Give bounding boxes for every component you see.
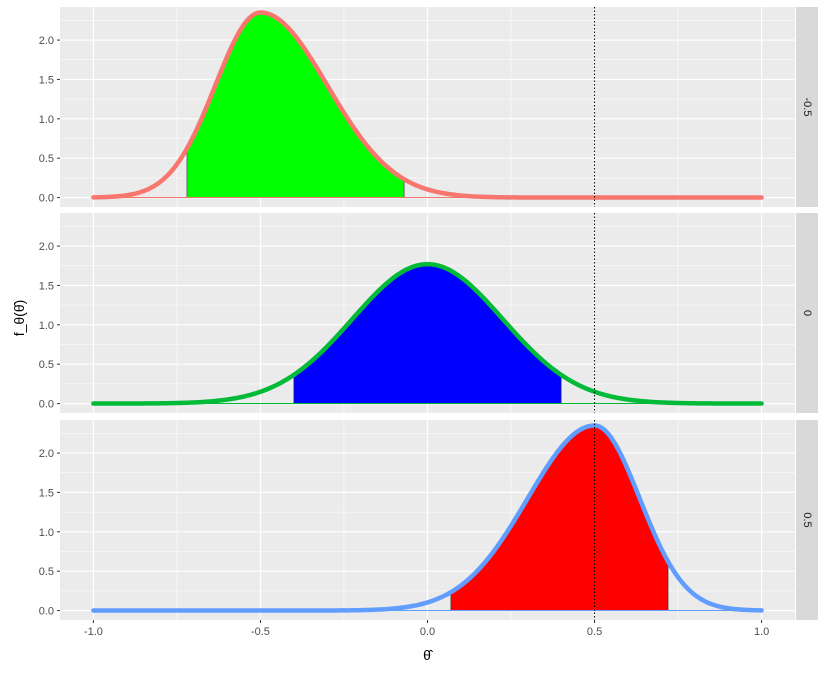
- x-tick-label: -0.5: [251, 626, 270, 638]
- x-tick-label: -1.0: [84, 626, 103, 638]
- density-curve: [91, 10, 764, 200]
- y-tick-label: 1.0: [39, 114, 54, 126]
- y-tick-label: 2.0: [39, 35, 54, 47]
- facet-strip-label: 0: [801, 310, 813, 316]
- facet-strip: [796, 420, 818, 620]
- facet-panel: 0.0 0.5 1.0 1.5 2.0 0: [39, 213, 818, 413]
- density-curve: [91, 423, 764, 613]
- y-tick-label: 1.5: [39, 280, 54, 292]
- y-tick-label: 2.0: [39, 448, 54, 460]
- facet-panels: 0.00.51.01.52.0-0.50.00.51.01.52.000.00.…: [39, 7, 818, 620]
- y-tick-label: 0.0: [39, 193, 54, 205]
- y-tick-label: 1.5: [39, 74, 54, 86]
- y-tick-label: 0.0: [39, 399, 54, 411]
- y-tick-label: 1.0: [39, 320, 54, 332]
- facet-strip: [796, 213, 818, 413]
- y-tick-label: 0.5: [39, 359, 54, 371]
- facet-panel: 0.0 0.5 1.0 1.5 2.0 -0.5: [39, 7, 818, 207]
- x-tick-label: 0.5: [587, 626, 602, 638]
- y-tick-label: 1.5: [39, 487, 54, 499]
- density-curve: [91, 261, 764, 406]
- y-axis-title: f_θ(θ̂): [11, 300, 27, 337]
- y-tick-label: 1.0: [39, 527, 54, 539]
- x-axis: -1.0 -0.5 0.0 0.5 1.0: [84, 620, 769, 638]
- x-tick-label: 1.0: [754, 626, 769, 638]
- y-tick-label: 0.0: [39, 606, 54, 618]
- x-axis-title: θ̂: [423, 647, 434, 663]
- y-tick-label: 2.0: [39, 241, 54, 253]
- y-tick-label: 0.5: [39, 566, 54, 578]
- facet-strip-label: -0.5: [801, 98, 813, 117]
- x-tick-label: 0.0: [420, 626, 435, 638]
- y-tick-label: 0.5: [39, 153, 54, 165]
- facet-strip-label: 0.5: [801, 512, 813, 527]
- facet-strip: [796, 7, 818, 207]
- facet-panel: 0.0 0.5 1.0 1.5 2.0 0.5: [39, 420, 818, 620]
